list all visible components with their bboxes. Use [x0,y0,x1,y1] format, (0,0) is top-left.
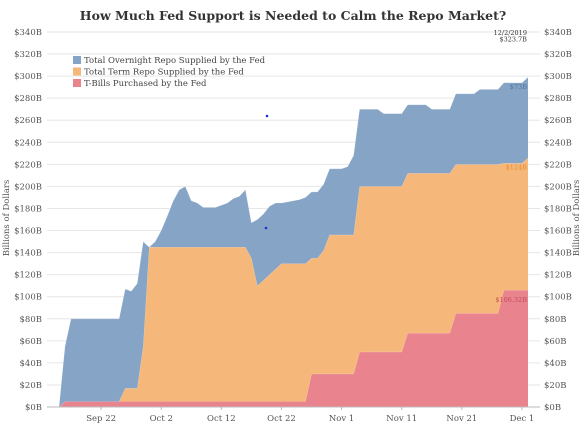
y-tick-label-right: $300B [544,72,572,82]
y-tick-label-right: $200B [544,182,572,192]
y-tick-label: $220B [14,160,42,170]
y-tick-label: $280B [14,94,42,104]
legend-label: Total Term Repo Supplied by the Fed [84,68,244,78]
y-tick-label: $260B [14,116,42,126]
legend: Total Overnight Repo Supplied by the Fed… [73,56,266,89]
area-1 [59,157,528,407]
legend-swatch [73,67,81,76]
x-tick-label: Oct 2 [150,414,173,424]
y-tick-label-right: $80B [544,315,566,325]
y-tick-label: $80B [20,315,42,325]
stray-point-marker [264,226,268,230]
total-annotation: $323.7B [499,36,527,44]
series-end-label: $124B [506,164,528,172]
y-tick-label-right: $220B [544,160,572,170]
y-axis-label-left: Billions of Dollars [2,180,12,257]
area-2 [59,77,528,407]
x-tick-label: Sep 22 [86,414,116,424]
y-tick-label: $20B [20,381,42,391]
y-tick-label: $40B [20,359,42,369]
y-tick-label-right: $160B [544,227,572,237]
area-0 [59,290,528,407]
y-tick-label-right: $0B [544,403,561,413]
y-tick-label-right: $320B [544,50,572,60]
legend-swatch [73,79,81,87]
series-end-label: $73B [510,83,527,91]
x-tick-label: Nov 1 [329,414,354,424]
y-axis-label-right: Billions of Dollars [572,180,582,257]
x-tick-label: Oct 22 [267,414,296,424]
stacked-areas [58,76,529,408]
annotations: 12/2/2019$323.7B $73B $124B $106.32B [494,29,528,304]
x-tick-label: Dec 1 [510,414,535,424]
y-tick-label-right: $180B [544,204,572,214]
y-tick-label-right: $120B [544,271,572,281]
x-tick-label: Nov 11 [386,414,417,424]
y-tick-label-right: $100B [544,293,572,303]
y-tick-label-right: $140B [544,249,572,259]
legend-label: T-Bills Purchased by the Fed [84,79,207,89]
y-tick-label: $120B [14,271,42,281]
y-tick-label: $160B [14,227,42,237]
y-tick-label: $240B [14,138,42,148]
legend-label: Total Overnight Repo Supplied by the Fed [84,56,266,66]
y-tick-label-right: $60B [544,337,566,347]
chart-title: How Much Fed Support is Needed to Calm t… [80,8,506,23]
y-tick-label: $200B [14,182,42,192]
left-axis: $0B $20B $40B $60B $80B $100B $120B $140B $160B $… [14,28,42,413]
y-tick-label-right: $40B [544,359,566,369]
y-tick-label-right: $240B [544,138,572,148]
y-tick-label-right: $340B [544,28,572,38]
x-tick-label: Nov 21 [446,414,477,424]
y-tick-label: $340B [14,28,42,38]
total-annotation: 12/2/2019 [494,29,527,37]
right-axis: $0B $20B $40B $60B $80B $100B $120B $140B $160B $… [544,28,572,413]
series-end-label: $106.32B [495,296,527,304]
y-tick-label-right: $280B [544,94,572,104]
y-tick-label: $300B [14,72,42,82]
y-tick-label: $100B [14,293,42,303]
stray-point-marker [265,114,269,118]
y-tick-label: $60B [20,337,42,347]
y-tick-label: $140B [14,249,42,259]
x-axis: Sep 22 Oct 2 Oct 12 Oct 22 Nov 1 Nov 11 Nov 21… [86,407,534,424]
y-tick-label-right: $20B [544,381,566,391]
x-tick-label: Oct 12 [207,414,236,424]
area-edge-2 [58,76,529,408]
y-tick-label: $180B [14,204,42,214]
y-tick-label: $320B [14,50,42,60]
legend-swatch [73,56,81,64]
y-tick-label: $0B [25,403,42,413]
y-tick-label-right: $260B [544,116,572,126]
